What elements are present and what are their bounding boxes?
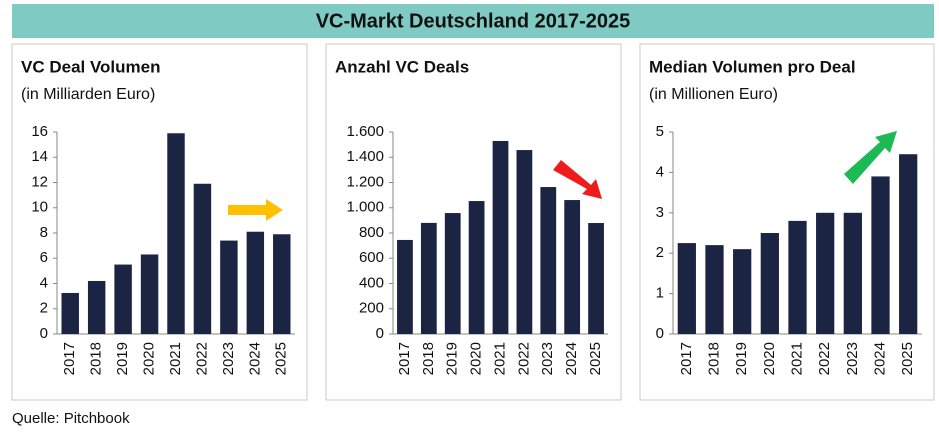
- x-tick-label: 2024: [563, 342, 580, 375]
- bar: [193, 183, 212, 334]
- bar: [564, 200, 581, 334]
- y-tick-label: 5: [656, 123, 664, 140]
- bar: [140, 254, 159, 334]
- y-tick-label: 3: [656, 204, 664, 221]
- bar: [733, 249, 752, 334]
- x-tick-label: 2020: [468, 342, 485, 375]
- y-tick-label: 1: [656, 285, 664, 302]
- y-tick-label: 0: [656, 325, 664, 342]
- x-tick-label: 2022: [816, 342, 833, 375]
- chart-subtitle: (in Milliarden Euro): [21, 86, 155, 103]
- x-tick-label: 2021: [491, 342, 508, 375]
- panel: [325, 43, 622, 401]
- bar: [705, 245, 724, 334]
- y-tick-label: 14: [31, 148, 48, 165]
- bar: [273, 234, 291, 334]
- panel: [11, 43, 308, 401]
- title-banner: [12, 4, 934, 38]
- y-tick-label: 400: [359, 274, 384, 291]
- y-tick-label: 800: [359, 224, 384, 241]
- y-tick-label: 2: [656, 244, 664, 261]
- x-tick-label: 2020: [141, 342, 158, 375]
- x-tick-label: 2024: [246, 342, 263, 375]
- chart-subtitle: (in Millionen Euro): [649, 86, 778, 103]
- y-tick-label: 600: [359, 249, 384, 266]
- x-tick-label: 2019: [114, 342, 131, 375]
- x-tick-label: 2023: [220, 342, 237, 375]
- x-tick-label: 2017: [396, 342, 413, 375]
- x-tick-label: 2019: [444, 342, 461, 375]
- bar: [246, 231, 265, 334]
- x-tick-label: 2022: [193, 342, 210, 375]
- bar: [468, 201, 485, 334]
- bar: [788, 220, 807, 334]
- trend-arrow: [553, 160, 602, 199]
- y-tick-label: 12: [31, 173, 48, 190]
- bar: [61, 292, 79, 334]
- y-tick-label: 8: [40, 224, 48, 241]
- x-tick-label: 2017: [61, 342, 78, 375]
- bar: [420, 222, 437, 334]
- y-tick-label: 0: [40, 325, 48, 342]
- bar: [167, 133, 185, 334]
- y-tick-label: 6: [40, 249, 48, 266]
- y-tick-label: 0: [376, 325, 384, 342]
- chart-title: Median Volumen pro Deal: [649, 57, 856, 76]
- bar: [899, 154, 918, 334]
- y-tick-label: 10: [31, 199, 48, 216]
- x-tick-label: 2021: [788, 342, 805, 375]
- x-tick-label: 2023: [539, 342, 556, 375]
- bar: [87, 280, 106, 334]
- y-tick-label: 4: [656, 163, 664, 180]
- x-tick-label: 2021: [167, 342, 184, 375]
- bar: [588, 223, 604, 334]
- y-tick-label: 2: [40, 300, 48, 317]
- y-tick-label: 1.600: [346, 123, 384, 140]
- x-tick-label: 2024: [871, 342, 888, 375]
- x-tick-label: 2017: [678, 342, 695, 375]
- bar: [444, 213, 461, 334]
- chart-title: Anzahl VC Deals: [335, 57, 469, 76]
- bar: [540, 187, 557, 334]
- bar: [871, 176, 890, 334]
- x-tick-label: 2019: [733, 342, 750, 375]
- x-tick-label: 2022: [515, 342, 532, 375]
- bar: [760, 233, 779, 334]
- x-tick-label: 2018: [420, 342, 437, 375]
- trend-arrow: [228, 199, 283, 221]
- x-tick-label: 2025: [587, 342, 604, 375]
- x-tick-label: 2025: [273, 342, 290, 375]
- chart-title: VC Deal Volumen: [21, 57, 161, 76]
- bar: [816, 212, 835, 334]
- x-tick-label: 2018: [705, 342, 722, 375]
- bar: [220, 240, 238, 334]
- source-note: Quelle: Pitchbook: [12, 410, 130, 427]
- x-tick-label: 2018: [88, 342, 105, 375]
- bar: [516, 150, 533, 334]
- y-tick-label: 1.200: [346, 173, 384, 190]
- x-tick-label: 2025: [899, 342, 916, 375]
- y-tick-label: 1.400: [346, 148, 384, 165]
- y-tick-label: 16: [31, 123, 48, 140]
- x-tick-label: 2023: [844, 342, 861, 375]
- bar: [492, 140, 509, 334]
- y-tick-label: 1.000: [346, 199, 384, 216]
- panel: [639, 43, 935, 401]
- y-tick-label: 4: [40, 274, 48, 291]
- x-tick-label: 2020: [761, 342, 778, 375]
- page-title: VC-Markt Deutschland 2017-2025: [316, 10, 631, 32]
- bar: [843, 212, 862, 334]
- y-tick-label: 200: [359, 300, 384, 317]
- bar: [114, 264, 132, 334]
- bar: [397, 239, 413, 334]
- bar: [677, 243, 696, 334]
- trend-arrow: [844, 131, 897, 184]
